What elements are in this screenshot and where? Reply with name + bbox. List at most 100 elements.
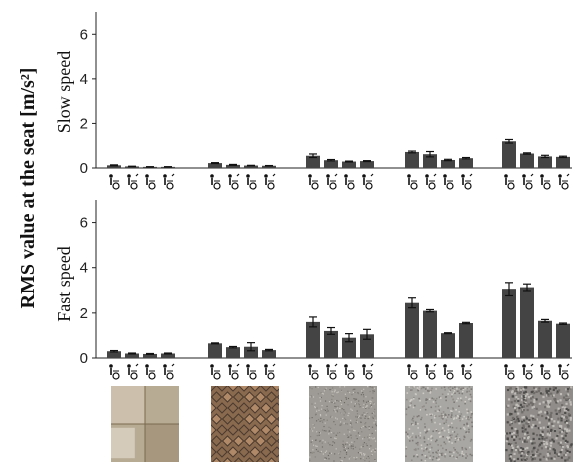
aggregate-speck xyxy=(466,408,468,411)
self-propelled-wheelchair-icon xyxy=(163,363,175,380)
aggregate-speck xyxy=(552,388,555,391)
aggregate-speck xyxy=(370,404,373,406)
aggregate-speck xyxy=(360,417,362,419)
aggregate-speck xyxy=(448,390,451,392)
aggregate-speck xyxy=(515,387,518,391)
aggregate-speck xyxy=(331,401,333,404)
aggregate-speck xyxy=(510,459,513,462)
aggregate-speck xyxy=(507,404,510,407)
bar-group xyxy=(405,150,473,190)
aggregate-speck xyxy=(546,433,549,436)
aggregate-speck xyxy=(568,450,571,454)
wheel-icon xyxy=(428,182,436,190)
aggregate-speck xyxy=(523,391,526,394)
aggregate-speck xyxy=(424,446,427,449)
aggregate-speck xyxy=(312,449,314,451)
aggregate-speck xyxy=(319,397,321,399)
aggregate-speck xyxy=(363,401,365,403)
aggregate-speck xyxy=(562,396,566,399)
aggregate-speck xyxy=(566,393,570,396)
aggregate-speck xyxy=(323,419,325,421)
aggregate-speck xyxy=(362,406,364,409)
brick xyxy=(254,391,267,403)
aggregate-speck xyxy=(532,415,535,418)
aggregate-speck xyxy=(314,439,317,441)
aggregate-speck xyxy=(424,455,427,457)
aggregate-speck xyxy=(318,434,320,436)
aggregate-speck xyxy=(463,426,465,429)
aggregate-speck xyxy=(460,387,463,390)
aggregate-speck xyxy=(359,448,361,450)
surface-photos xyxy=(111,370,573,462)
aggregate-speck xyxy=(559,425,562,428)
aggregate-speck xyxy=(544,411,547,414)
aggregate-speck xyxy=(363,442,366,444)
aggregate-speck xyxy=(322,393,324,395)
person-head-icon xyxy=(344,174,348,178)
aggregate-speck xyxy=(348,458,350,460)
brick xyxy=(238,402,250,414)
aggregate-speck xyxy=(362,438,364,440)
aggregate-speck xyxy=(429,457,431,459)
aggregate-speck xyxy=(512,405,515,408)
aggregate-speck xyxy=(346,441,348,444)
aggregate-speck xyxy=(466,418,469,420)
aggregate-speck xyxy=(465,396,467,398)
wheel-icon xyxy=(311,182,319,190)
aggregate-speck xyxy=(445,395,448,398)
aggregate-speck xyxy=(465,453,467,455)
aggregate-speck xyxy=(567,408,570,412)
aggregate-speck xyxy=(430,389,433,392)
aggregate-speck xyxy=(545,436,548,439)
aggregate-speck xyxy=(317,418,320,421)
aggregate-speck xyxy=(310,428,312,430)
aggregate-speck xyxy=(405,398,408,401)
aggregate-speck xyxy=(453,431,456,433)
aggregate-speck xyxy=(525,399,528,402)
brick xyxy=(249,424,261,436)
aggregate-speck xyxy=(374,459,376,461)
aggregate-speck xyxy=(375,425,377,427)
aggregate-speck xyxy=(365,406,367,408)
aggregate-speck xyxy=(455,451,458,453)
aggregate-speck xyxy=(471,412,473,415)
aggregate-speck xyxy=(545,389,548,393)
aggregate-speck xyxy=(565,419,569,422)
aggregate-speck xyxy=(374,459,376,461)
aggregate-speck xyxy=(419,432,422,434)
aggregate-speck xyxy=(552,424,555,428)
self-propelled-wheelchair-icon xyxy=(425,173,437,190)
aggregate-speck xyxy=(566,458,569,461)
aggregate-speck xyxy=(563,454,566,457)
bar-group xyxy=(208,162,276,190)
aggregate-speck xyxy=(506,413,509,416)
wheel-icon xyxy=(543,372,551,380)
brick xyxy=(266,457,277,462)
aggregate-speck xyxy=(358,400,360,402)
aggregate-speck xyxy=(414,421,417,424)
brick xyxy=(223,370,233,380)
person-head-icon xyxy=(558,174,562,178)
aggregate-speck xyxy=(541,434,544,438)
aggregate-speck xyxy=(315,448,318,451)
aggregate-speck xyxy=(373,422,375,424)
aggregate-speck xyxy=(537,454,540,457)
aggregate-speck xyxy=(530,414,533,417)
aggregate-speck xyxy=(456,456,458,459)
aggregate-speck xyxy=(336,392,338,394)
aggregate-speck xyxy=(469,446,471,449)
wheel-icon xyxy=(249,182,257,190)
aggregate-speck xyxy=(317,386,319,389)
aggregate-speck xyxy=(314,456,316,458)
aggregate-speck xyxy=(424,408,427,411)
aggregate-speck xyxy=(410,423,413,425)
tile xyxy=(145,424,179,462)
aggregate-speck xyxy=(429,443,431,445)
aggregate-speck xyxy=(339,407,341,410)
aggregate-speck xyxy=(360,454,363,456)
wheel-icon xyxy=(130,182,138,190)
bar xyxy=(161,353,175,358)
person-head-icon xyxy=(522,364,526,368)
aggregate-speck xyxy=(409,400,411,403)
aggregate-speck xyxy=(424,429,426,432)
